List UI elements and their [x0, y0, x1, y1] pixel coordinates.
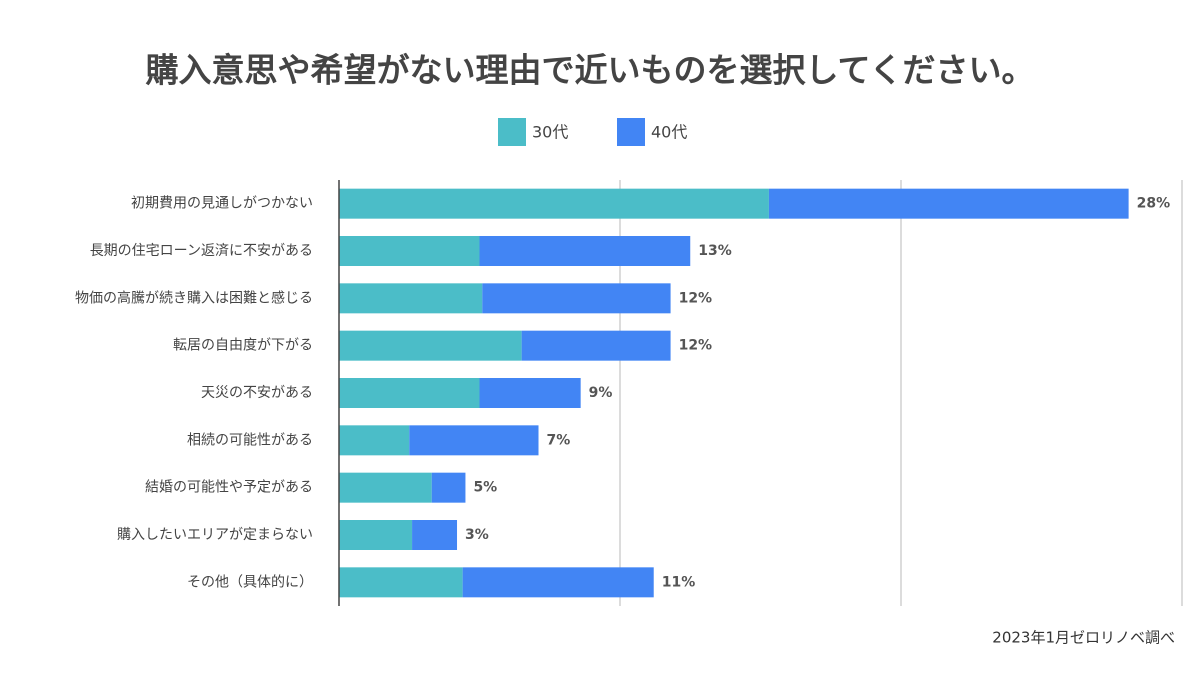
bar-segment	[339, 472, 432, 503]
value-label: 9%	[589, 385, 613, 401]
value-label: 5%	[473, 480, 497, 496]
category-label: その他（具体的に）	[187, 574, 313, 590]
chart-title: 購入意思や希望がない理由で近いものを選択してください。	[145, 51, 1034, 90]
bar-segment	[479, 378, 581, 408]
bar-segment	[339, 425, 410, 456]
source-note: 2023年1月ゼロリノベ調べ	[992, 629, 1175, 647]
category-label: 長期の住宅ローン返済に不安がある	[90, 243, 313, 259]
category-label: 物価の高騰が続き購入は困難と感じる	[75, 289, 313, 306]
bar-segment	[431, 472, 466, 503]
bar-segment	[409, 425, 539, 456]
bar-segment	[482, 283, 671, 314]
bar-segment	[768, 188, 1129, 219]
category-label: 初期費用の見通しがつかない	[131, 195, 313, 212]
bar-segment	[412, 520, 458, 550]
category-label: 天災の不安がある	[201, 385, 313, 401]
bar-segment	[462, 567, 654, 598]
bar-segment	[339, 330, 522, 361]
bar-segment	[339, 567, 463, 598]
category-label: 転居の自由度が下がる	[173, 338, 313, 354]
bar-segment	[339, 378, 480, 408]
legend-label: 40代	[651, 123, 687, 142]
value-label: 3%	[465, 527, 489, 543]
legend-label: 30代	[532, 123, 568, 142]
bar-segment	[479, 236, 691, 266]
bar-segment	[339, 188, 769, 219]
value-label: 13%	[698, 243, 732, 259]
legend-swatch	[617, 118, 645, 146]
category-label: 結婚の可能性や予定がある	[145, 480, 313, 496]
value-label: 28%	[1137, 196, 1171, 212]
category-label: 相続の可能性がある	[187, 431, 313, 448]
category-label: 購入したいエリアが定まらない	[117, 527, 313, 543]
legend-swatch	[498, 118, 526, 146]
value-label: 7%	[547, 432, 571, 448]
value-label: 12%	[679, 290, 713, 306]
bar-segment	[339, 283, 483, 314]
bar-segment	[521, 330, 671, 361]
value-label: 11%	[662, 574, 696, 590]
bar-segment	[339, 236, 480, 266]
bar-segment	[339, 520, 413, 550]
value-label: 12%	[679, 338, 713, 354]
